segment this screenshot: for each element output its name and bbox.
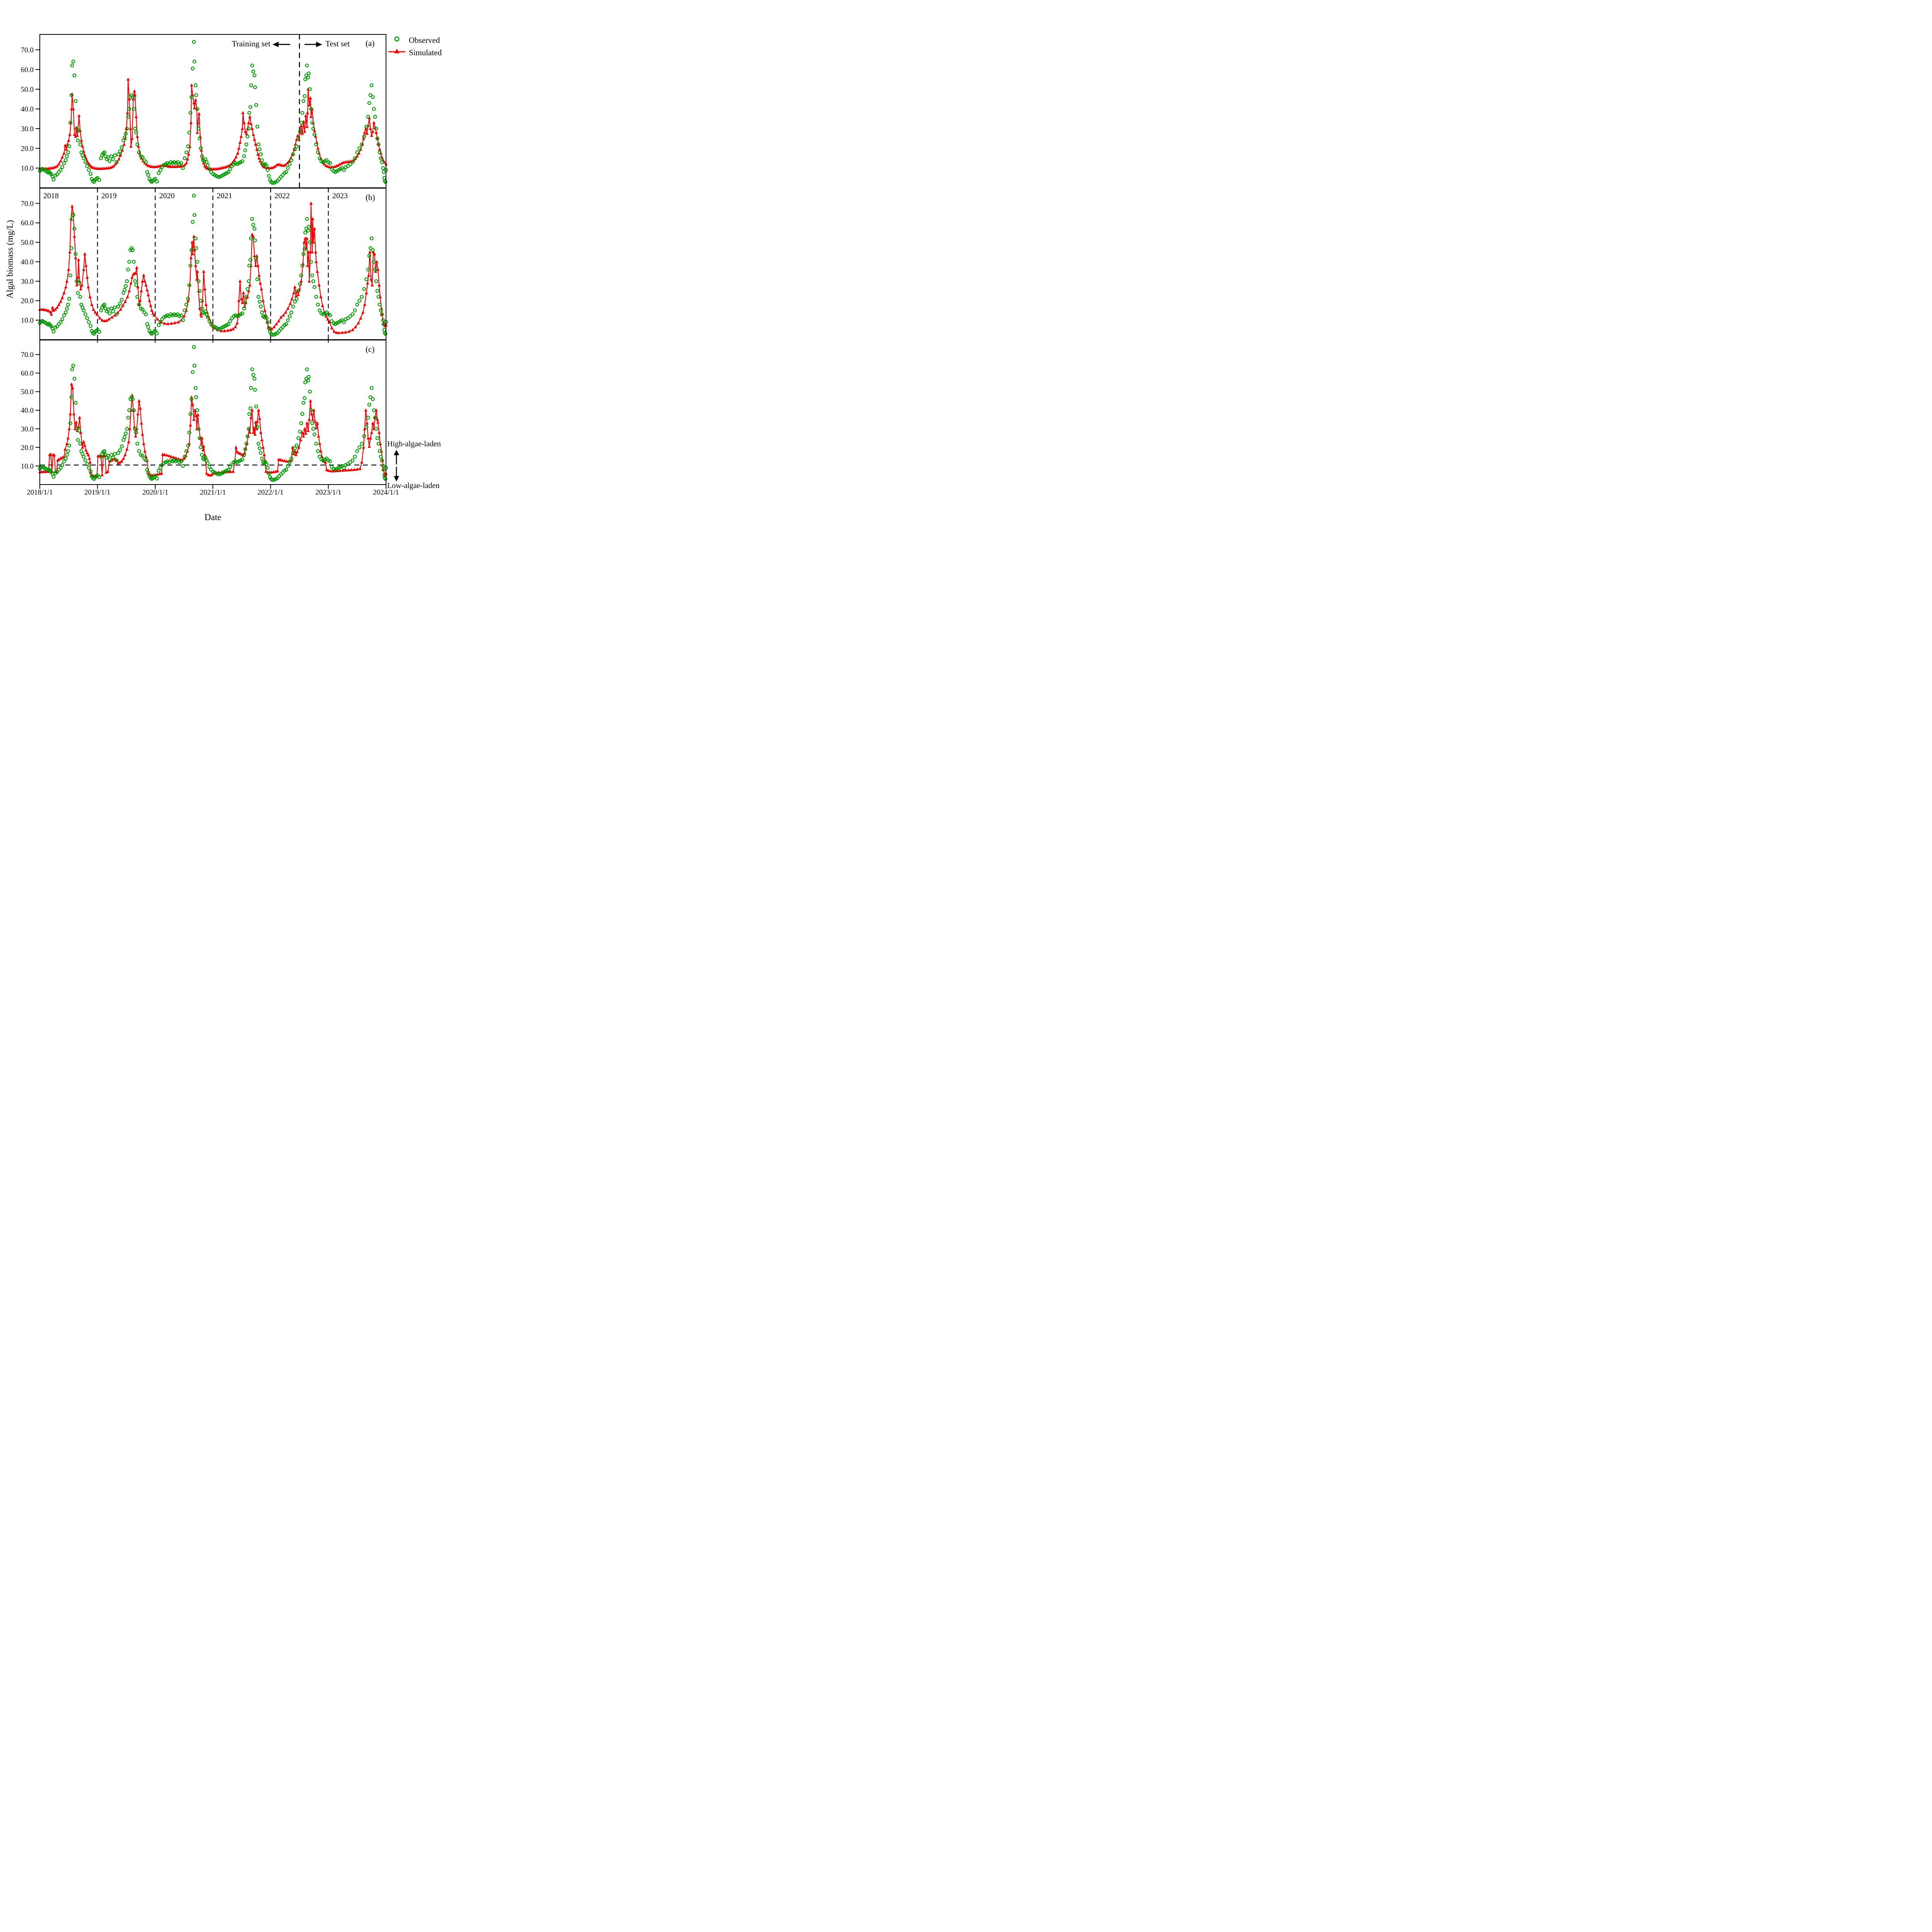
high-algae-laden-label: High-algae-laden — [387, 440, 441, 448]
x-tick-2019: 2019/1/1 — [84, 488, 111, 497]
arrow-right-icon — [304, 41, 322, 49]
panel-b-tag: (b) — [366, 193, 375, 202]
x-tick-2024: 2024/1/1 — [373, 488, 399, 497]
year-label-2023: 2023 — [332, 192, 348, 200]
year-label-2018: 2018 — [43, 192, 59, 200]
svg-text:50.0: 50.0 — [21, 85, 34, 94]
observed-marker-icon — [388, 35, 406, 45]
panel-c-chart: 10.0 20.0 30.0 40.0 50.0 60.0 70.0 — [21, 340, 388, 489]
figure-algal-biomass-timeseries: Algal biomass (mg/L) 10.0 20.0 30.0 40.0 50.… — [0, 0, 448, 530]
x-tick-2018: 2018/1/1 — [27, 488, 53, 497]
legend-observed-label: Observed — [409, 35, 440, 45]
svg-text:50.0: 50.0 — [21, 239, 34, 247]
svg-text:40.0: 40.0 — [21, 406, 34, 415]
svg-text:20.0: 20.0 — [21, 297, 34, 305]
svg-text:10.0: 10.0 — [21, 316, 34, 325]
year-label-2021: 2021 — [217, 192, 232, 200]
panel-c-tag: (c) — [366, 345, 375, 354]
svg-text:40.0: 40.0 — [21, 258, 34, 266]
x-tick-2022: 2022/1/1 — [257, 488, 284, 497]
legend-item-observed: Observed — [388, 34, 442, 46]
svg-text:70.0: 70.0 — [21, 200, 34, 208]
svg-text:30.0: 30.0 — [21, 425, 34, 433]
x-axis-title: Date — [204, 512, 221, 522]
year-label-2022: 2022 — [274, 192, 290, 200]
arrow-up-icon — [393, 450, 400, 466]
svg-text:10.0: 10.0 — [21, 462, 34, 470]
svg-text:60.0: 60.0 — [21, 66, 34, 74]
svg-text:20.0: 20.0 — [21, 145, 34, 153]
svg-text:10.0: 10.0 — [21, 165, 34, 173]
training-set-label: Training set — [231, 39, 270, 48]
svg-text:30.0: 30.0 — [21, 125, 34, 133]
simulated-marker-icon — [388, 48, 406, 58]
svg-text:50.0: 50.0 — [21, 388, 34, 396]
svg-text:30.0: 30.0 — [21, 277, 34, 286]
year-label-2020: 2020 — [159, 192, 175, 200]
legend-item-simulated: Simulated — [388, 46, 442, 59]
svg-text:70.0: 70.0 — [21, 46, 34, 54]
svg-text:70.0: 70.0 — [21, 351, 34, 359]
low-algae-laden-label: Low-algae-laden — [387, 481, 440, 490]
legend: Observed Simulated — [388, 34, 442, 59]
panel-b-chart: 10.0 20.0 30.0 40.0 50.0 60.0 70.0 — [21, 188, 388, 343]
panel-a-chart: 10.0 20.0 30.0 40.0 50.0 60.0 70.0 — [21, 34, 388, 191]
arrow-left-icon — [272, 41, 291, 49]
svg-text:60.0: 60.0 — [21, 219, 34, 227]
svg-text:60.0: 60.0 — [21, 369, 34, 378]
panel-a-tag: (a) — [366, 39, 375, 48]
year-label-2019: 2019 — [101, 192, 117, 200]
x-tick-2023: 2023/1/1 — [315, 488, 342, 497]
svg-text:20.0: 20.0 — [21, 444, 34, 452]
x-tick-2020: 2020/1/1 — [142, 488, 168, 497]
arrow-down-icon — [393, 467, 400, 483]
svg-text:40.0: 40.0 — [21, 105, 34, 113]
legend-simulated-label: Simulated — [409, 48, 442, 57]
test-set-label: Test set — [325, 39, 350, 48]
x-tick-2021: 2021/1/1 — [200, 488, 226, 497]
